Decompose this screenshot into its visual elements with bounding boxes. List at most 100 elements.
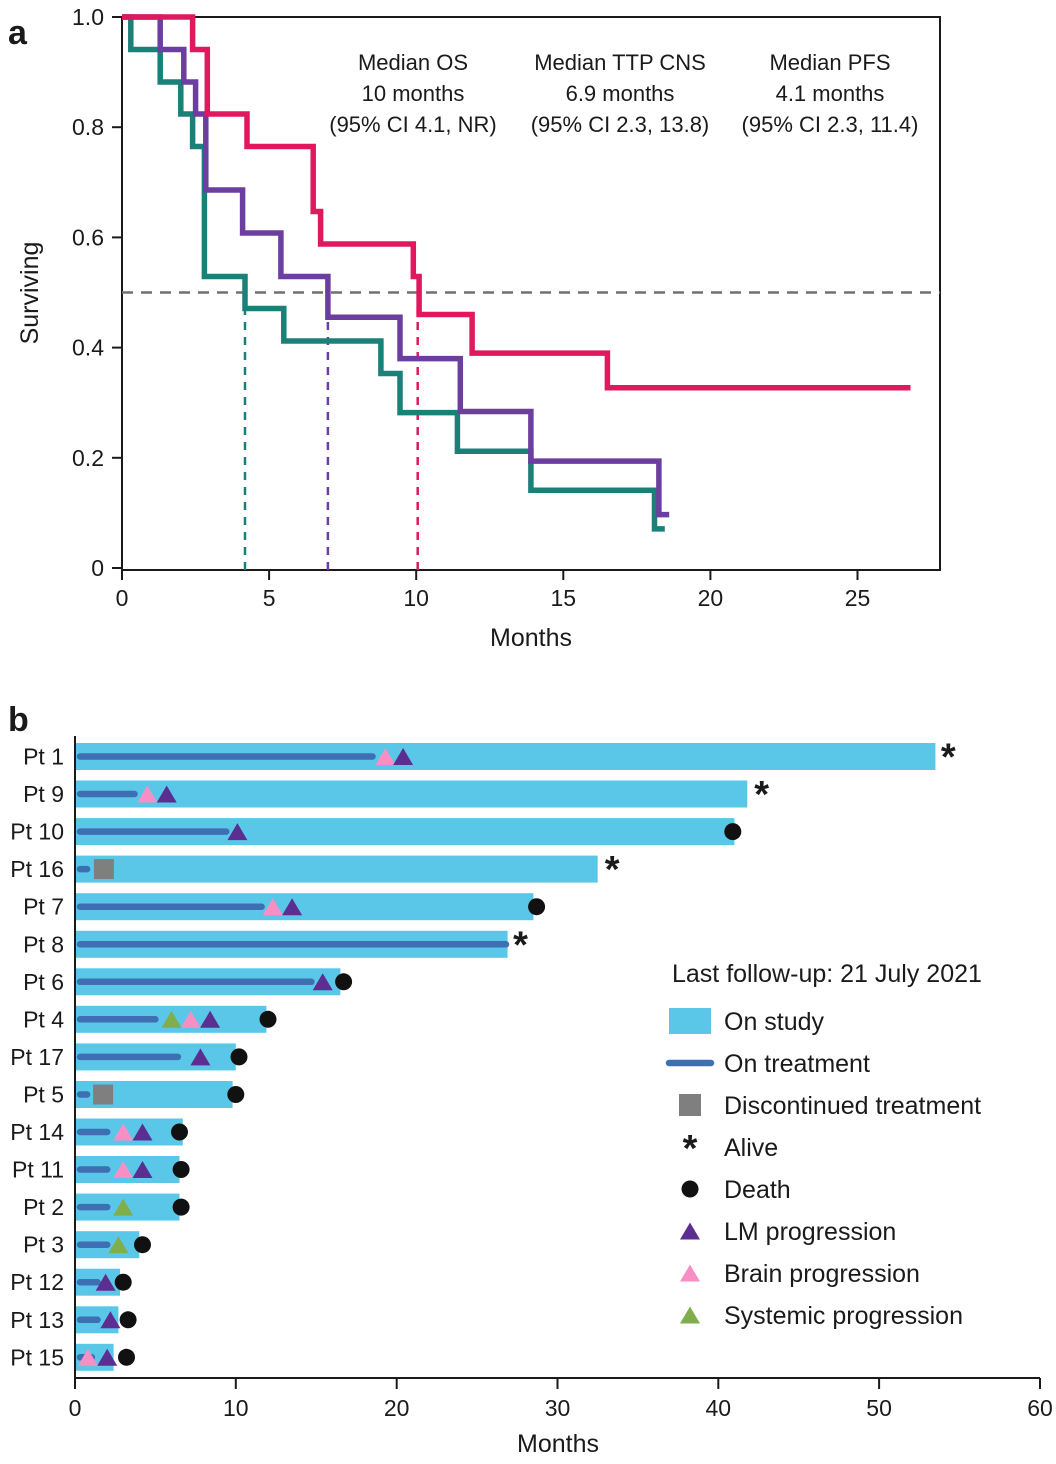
km-x-tick-label: 5 <box>263 585 276 611</box>
swimmer-row: Pt 4 <box>23 1005 277 1033</box>
legend-item-discontinued: Discontinued treatment <box>679 1092 981 1120</box>
brain-progression-marker <box>262 898 283 916</box>
legend-item-brain: Brain progression <box>680 1260 920 1288</box>
km-curve-ttp-cns <box>122 14 670 518</box>
swimmer-row: Pt 8 * <box>23 924 528 966</box>
swimmer-x-tick-label: 50 <box>866 1395 892 1421</box>
swimmer-row: Pt 17 <box>10 1043 248 1071</box>
swimmer-row: Pt 3 <box>23 1231 151 1259</box>
alive-marker: * <box>754 774 769 816</box>
km-y-tick-label: 0.2 <box>72 445 104 471</box>
lm-progression-marker <box>97 1348 118 1366</box>
km-y-axis-title: Surviving <box>16 242 44 345</box>
on-study-bar <box>76 855 598 883</box>
km-y-tick-label: 0.8 <box>72 114 104 140</box>
brain-progression-marker <box>113 1161 134 1178</box>
death-marker <box>528 898 546 916</box>
swimmer-x-tick-label: 0 <box>69 1395 82 1421</box>
km-curve-os <box>122 14 911 391</box>
swimmer-x-tick-label: 40 <box>706 1395 732 1421</box>
patient-label: Pt 15 <box>10 1344 64 1370</box>
patient-label: Pt 14 <box>10 1119 64 1145</box>
kaplan-meier-plot: 1.0 0.8 0.6 0.4 0.2 00 5 10 15 20 25 Median OS 10 mo… <box>72 4 941 611</box>
swimmer-row: Pt 6 <box>23 968 353 996</box>
median-annotation-os: Median OS 10 months (95% CI 4.1, NR) <box>329 50 497 137</box>
death-marker <box>172 1198 190 1216</box>
systemic-progression-marker <box>108 1236 129 1254</box>
patient-label: Pt 3 <box>23 1232 64 1258</box>
death-marker <box>118 1348 135 1366</box>
legend-item-label: On treatment <box>724 1050 870 1078</box>
discontinued-treatment-marker <box>93 859 114 880</box>
km-curve-pfs <box>122 14 665 532</box>
swimmer-row: Pt 9 * <box>23 774 769 816</box>
swimmer-row: Pt 5 <box>23 1081 245 1108</box>
swimmer-row: Pt 14 <box>10 1118 188 1146</box>
patient-label: Pt 5 <box>23 1082 64 1108</box>
patient-label: Pt 1 <box>23 744 64 770</box>
lm-progression-marker <box>132 1161 153 1178</box>
on-study-bar <box>76 780 748 808</box>
patient-label: Pt 4 <box>23 1006 64 1032</box>
lm-progression-marker <box>227 823 248 841</box>
systemic-progression-marker <box>113 1198 134 1216</box>
systemic-swatch <box>680 1306 700 1324</box>
death-marker <box>227 1086 245 1103</box>
legend-item-alive: * Alive <box>683 1128 779 1170</box>
swimmer-row: Pt 2 <box>23 1193 190 1221</box>
km-x-tick-label: 20 <box>698 585 724 611</box>
km-x-tick-label: 0 <box>116 585 129 611</box>
swimmer-x-tick-label: 10 <box>223 1395 249 1421</box>
lm-swatch <box>680 1222 700 1240</box>
death-swatch <box>681 1180 699 1198</box>
death-marker <box>335 973 353 991</box>
death-marker <box>259 1010 277 1028</box>
legend-item-lm: LM progression <box>680 1218 896 1246</box>
swimmer-row: Pt 12 <box>10 1268 132 1296</box>
swimmer-legend: On study On treatment Discontinued treatme… <box>665 1008 981 1330</box>
swimmer-x-tick-label: 60 <box>1027 1395 1053 1421</box>
lm-progression-marker <box>100 1311 121 1329</box>
patient-label: Pt 12 <box>10 1269 64 1295</box>
death-marker <box>724 823 742 841</box>
brain-progression-marker <box>180 1010 201 1028</box>
legend-item-systemic: Systemic progression <box>680 1302 963 1330</box>
alive-marker: * <box>513 924 528 966</box>
median-annotation-pfs: Median PFS 4.1 months (95% CI 2.3, 11.4) <box>742 50 919 137</box>
panel-b-label: b <box>8 701 29 739</box>
swimmer-row: Pt 7 <box>23 893 546 921</box>
patient-label: Pt 7 <box>23 894 64 920</box>
legend-item-label: On study <box>724 1008 825 1036</box>
legend-item-label: LM progression <box>724 1218 896 1246</box>
swimmer-row: Pt 16 * <box>10 849 620 891</box>
km-x-tick-label: 25 <box>845 585 871 611</box>
legend-item-label: Brain progression <box>724 1260 920 1288</box>
swimmer-plot: 0 10 20 30 40 50 60 Pt 1 * Pt 9 * Pt 10 Pt 16 * Pt 7 Pt… <box>10 736 1053 1421</box>
brain-swatch <box>680 1264 700 1282</box>
patient-label: Pt 17 <box>10 1044 64 1070</box>
brain-progression-marker <box>77 1348 98 1366</box>
patient-label: Pt 2 <box>23 1194 64 1220</box>
on-study-swatch <box>669 1008 711 1034</box>
brain-progression-marker <box>113 1123 134 1141</box>
km-y-tick-label: 0.4 <box>72 335 104 361</box>
systemic-progression-marker <box>161 1010 182 1028</box>
swimmer-row: Pt 13 <box>10 1306 137 1334</box>
panel-a-label: a <box>8 14 28 52</box>
legend-title: Last follow-up: 21 July 2021 <box>672 960 982 988</box>
patient-label: Pt 9 <box>23 781 64 807</box>
swimmer-x-axis-title: Months <box>517 1430 599 1458</box>
death-marker <box>171 1123 188 1141</box>
death-marker <box>230 1048 248 1066</box>
lm-progression-marker <box>393 748 414 765</box>
km-y-tick-label: 1.0 <box>72 4 104 30</box>
km-y-tick-label: 0.6 <box>72 224 104 250</box>
swimmer-x-tick-label: 20 <box>384 1395 410 1421</box>
legend-item-on-study: On study <box>669 1008 825 1036</box>
patient-label: Pt 6 <box>23 969 64 995</box>
patient-label: Pt 11 <box>12 1157 64 1183</box>
brain-progression-marker <box>137 785 158 803</box>
death-marker <box>119 1311 137 1329</box>
swimmer-row: Pt 11 <box>12 1156 190 1183</box>
